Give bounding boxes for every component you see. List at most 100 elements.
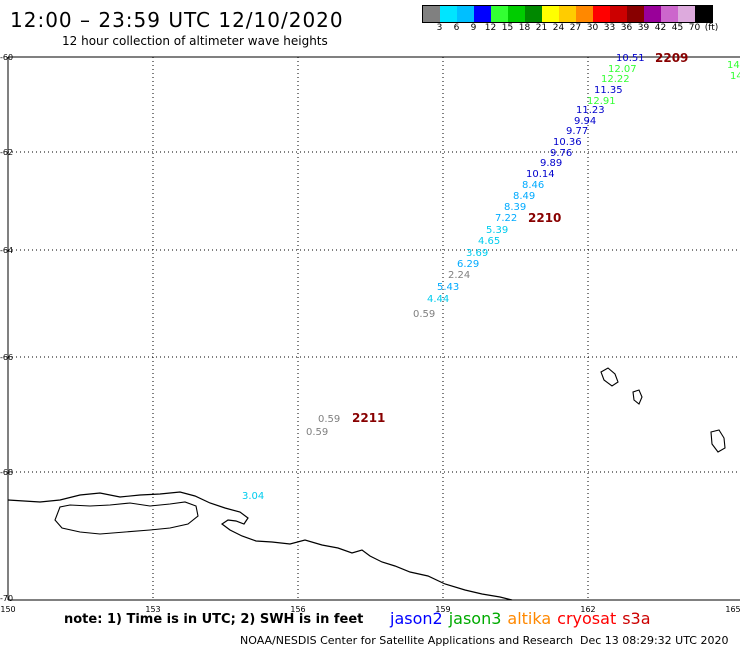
latitude-label: -62 [0, 148, 13, 157]
wave-height-value: 10.51 [616, 53, 645, 64]
wave-height-value: 11.23 [576, 105, 605, 116]
legend-swatch [491, 6, 508, 22]
legend-swatch [576, 6, 593, 22]
legend-swatch [508, 6, 525, 22]
latitude-labels: -60 -62 -64 -66 -68 -70 [0, 53, 13, 603]
wave-height-value: 0.59 [306, 427, 328, 438]
wave-height-value: 4.44 [427, 294, 449, 305]
wave-height-value: 8.39 [504, 202, 526, 213]
wave-height-value: 12.22 [601, 74, 630, 85]
pass-time-label: 2209 [655, 51, 688, 65]
wave-height-value: 10.36 [553, 137, 582, 148]
latitude-label: -64 [0, 246, 13, 255]
wave-height-value: 7.22 [495, 213, 517, 224]
longitude-labels: 150 153 156 159 162 165 [0, 605, 740, 614]
longitude-label: 150 [0, 605, 15, 614]
color-scale-legend [422, 5, 713, 23]
legend-swatch [423, 6, 440, 22]
antarctic-coastline [7, 491, 513, 601]
wave-height-value: 8.49 [513, 191, 535, 202]
legend-swatch [440, 6, 457, 22]
legend-swatch [525, 6, 542, 22]
island-3 [710, 429, 726, 453]
wave-height-readings: 10.5112.0712.2211.3512.9111.239.949.7710… [242, 53, 740, 502]
legend-swatch [559, 6, 576, 22]
legend-swatch [593, 6, 610, 22]
wave-height-value: 14 [730, 71, 740, 82]
wave-height-value: 12.07 [608, 64, 637, 75]
wave-height-value: 3.04 [242, 491, 264, 502]
generated-timestamp: Dec 13 08:29:32 UTC 2020 [580, 634, 729, 647]
wave-height-value: 12.91 [587, 96, 616, 107]
legend-label: 21 [535, 23, 548, 33]
legend-label: 24 [552, 23, 565, 33]
graticule [8, 57, 740, 600]
wave-height-value: 5.39 [486, 225, 508, 236]
legend-swatch [474, 6, 491, 22]
legend-swatch [695, 6, 712, 22]
latitude-label: -66 [0, 353, 13, 362]
legend-swatch [457, 6, 474, 22]
legend-label: 3 [436, 23, 443, 33]
ice-shelf-outline [54, 501, 199, 535]
legend-label: 30 [586, 23, 599, 33]
legend-label: 45 [671, 23, 684, 33]
color-scale-labels: 3 6 9 12 15 18 21 24 27 30 33 36 39 42 45 70 (ft) [422, 23, 740, 35]
pass-time-label: 2210 [528, 211, 561, 225]
latitude-label: -68 [0, 468, 13, 477]
legend-label: (ft) [704, 23, 719, 33]
island-2 [632, 389, 643, 405]
map-frame [7, 56, 740, 601]
longitude-label: 159 [435, 605, 450, 614]
coastline [7, 367, 726, 601]
wave-height-value: 9.94 [574, 116, 596, 127]
latitude-label: -70 [0, 594, 13, 603]
latitude-label: -60 [0, 53, 13, 62]
wave-height-value: 0.59 [318, 414, 340, 425]
legend-swatch [678, 6, 695, 22]
wave-height-value: 9.77 [566, 126, 588, 137]
satellite-legend: jason2 jason3 altika cryosat s3a [390, 609, 657, 628]
wave-height-value: 4.65 [478, 236, 500, 247]
pass-time-labels: 2209 2210 2211 [352, 51, 688, 425]
satellite-name: cryosat [557, 609, 617, 628]
wave-height-value: 0.59 [413, 309, 435, 320]
wave-height-value: 14 [727, 60, 740, 71]
satellite-name: jason3 [448, 609, 502, 628]
legend-label: 70 [688, 23, 701, 33]
legend-label: 39 [637, 23, 650, 33]
legend-label: 42 [654, 23, 667, 33]
legend-label: 36 [620, 23, 633, 33]
island-1 [600, 367, 619, 387]
wave-height-value: 2.24 [448, 270, 470, 281]
longitude-label: 153 [145, 605, 160, 614]
legend-label: 27 [569, 23, 582, 33]
legend-label: 6 [453, 23, 460, 33]
legend-swatch [627, 6, 644, 22]
wave-height-value: 9.76 [550, 148, 572, 159]
pass-time-label: 2211 [352, 411, 385, 425]
wave-height-value: 5.43 [437, 282, 459, 293]
wave-height-value: 8.46 [522, 180, 544, 191]
satellite-name: jason2 [390, 609, 443, 628]
wave-height-value: 10.14 [526, 169, 555, 180]
footnote: note: 1) Time is in UTC; 2) SWH is in fe… [64, 612, 364, 627]
legend-swatch [644, 6, 661, 22]
chart-subtitle: 12 hour collection of altimeter wave hei… [62, 34, 328, 48]
legend-label: 18 [518, 23, 531, 33]
credit-line: NOAA/NESDIS Center for Satellite Applica… [240, 634, 574, 647]
longitude-label: 162 [580, 605, 595, 614]
wave-height-value: 11.35 [594, 85, 623, 96]
satellite-name: altika [507, 609, 552, 628]
legend-swatch [542, 6, 559, 22]
legend-label: 9 [470, 23, 477, 33]
wave-height-value: 3.69 [466, 248, 488, 259]
legend-swatch [610, 6, 627, 22]
legend-label: 33 [603, 23, 616, 33]
wave-height-value: 6.29 [457, 259, 479, 270]
longitude-label: 156 [290, 605, 305, 614]
wave-height-value: 9.89 [540, 158, 562, 169]
longitude-label: 165 [725, 605, 740, 614]
chart-title: 12:00 – 23:59 UTC 12/10/2020 [10, 8, 344, 32]
